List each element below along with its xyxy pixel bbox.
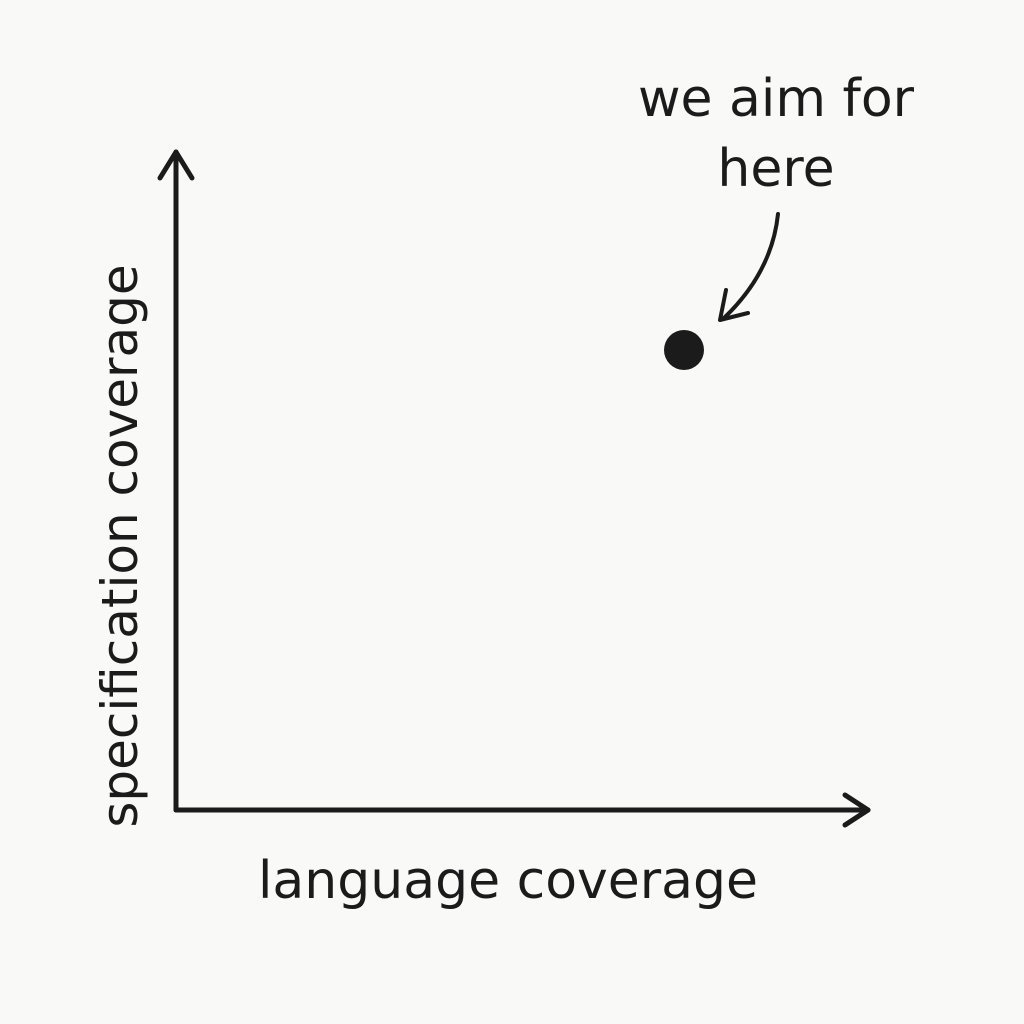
- x-axis-label: language coverage: [258, 851, 758, 911]
- x-axis-arrowhead: [842, 792, 871, 828]
- y-axis-arrowhead: [157, 149, 195, 181]
- target-point: [664, 330, 704, 370]
- y-axis-label: specification coverage: [91, 264, 149, 827]
- annotation-pointer-arrowhead: [718, 288, 750, 322]
- annotation-pointer-arrow: [722, 212, 780, 320]
- annotation-line-1: we aim for: [638, 69, 915, 129]
- annotation-line-2: here: [717, 139, 834, 199]
